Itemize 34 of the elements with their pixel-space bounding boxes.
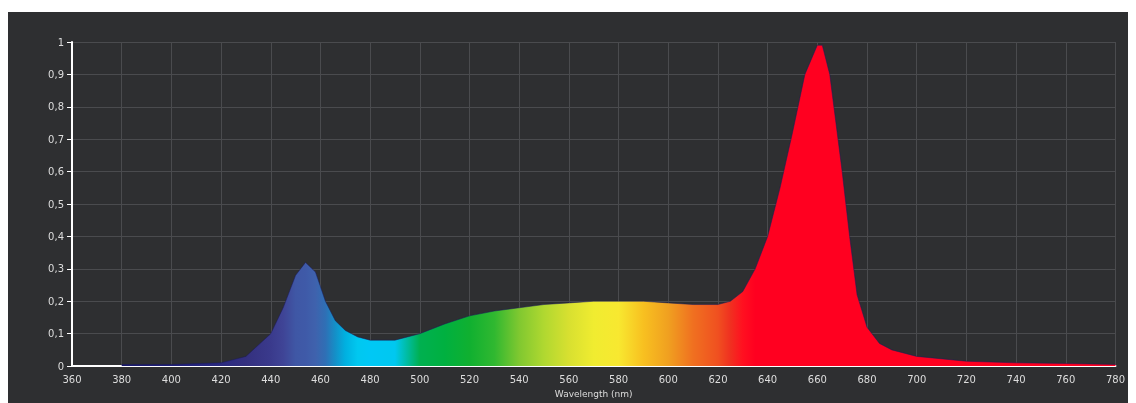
y-tick-label: 0,9 xyxy=(48,68,64,80)
x-tick-label: 700 xyxy=(907,373,927,385)
x-tick-label: 600 xyxy=(658,373,678,385)
x-tick-label: 780 xyxy=(1105,373,1125,385)
x-tick-label: 540 xyxy=(509,373,529,385)
x-tick-label: 480 xyxy=(360,373,380,385)
x-tick-label: 380 xyxy=(112,373,132,385)
y-tick-label: 0,6 xyxy=(48,166,64,178)
y-tick-label: 0,3 xyxy=(48,263,64,275)
x-axis-title: Wavelength (nm) xyxy=(554,388,633,399)
x-tick-label: 620 xyxy=(708,373,728,385)
x-tick-label: 420 xyxy=(211,373,231,385)
y-tick-label: 0,2 xyxy=(48,295,64,307)
x-tick-label: 520 xyxy=(459,373,480,385)
y-tick-label: 0,5 xyxy=(48,198,64,210)
y-tick-label: 0,8 xyxy=(48,101,64,113)
x-tick-label: 560 xyxy=(559,373,579,385)
y-tick-label: 0,1 xyxy=(48,328,64,340)
x-tick-label: 400 xyxy=(161,373,181,385)
x-tick-label: 760 xyxy=(1056,373,1076,385)
x-tick-label: 680 xyxy=(857,373,877,385)
x-tick-label: 440 xyxy=(261,373,281,385)
x-tick-label: 740 xyxy=(1006,373,1026,385)
y-tick-label: 0,4 xyxy=(48,230,64,242)
x-tick-label: 660 xyxy=(807,373,827,385)
y-tick-label: 0 xyxy=(57,360,64,372)
y-tick-label: 1 xyxy=(57,36,64,48)
x-tick-label: 720 xyxy=(956,373,976,385)
x-tick-label: 500 xyxy=(410,373,430,385)
x-tick-label: 580 xyxy=(609,373,629,385)
x-tick-label: 460 xyxy=(310,373,330,385)
x-tick-label: 360 xyxy=(62,373,82,385)
y-tick-label: 0,7 xyxy=(48,133,64,145)
x-tick-label: 640 xyxy=(758,373,778,385)
